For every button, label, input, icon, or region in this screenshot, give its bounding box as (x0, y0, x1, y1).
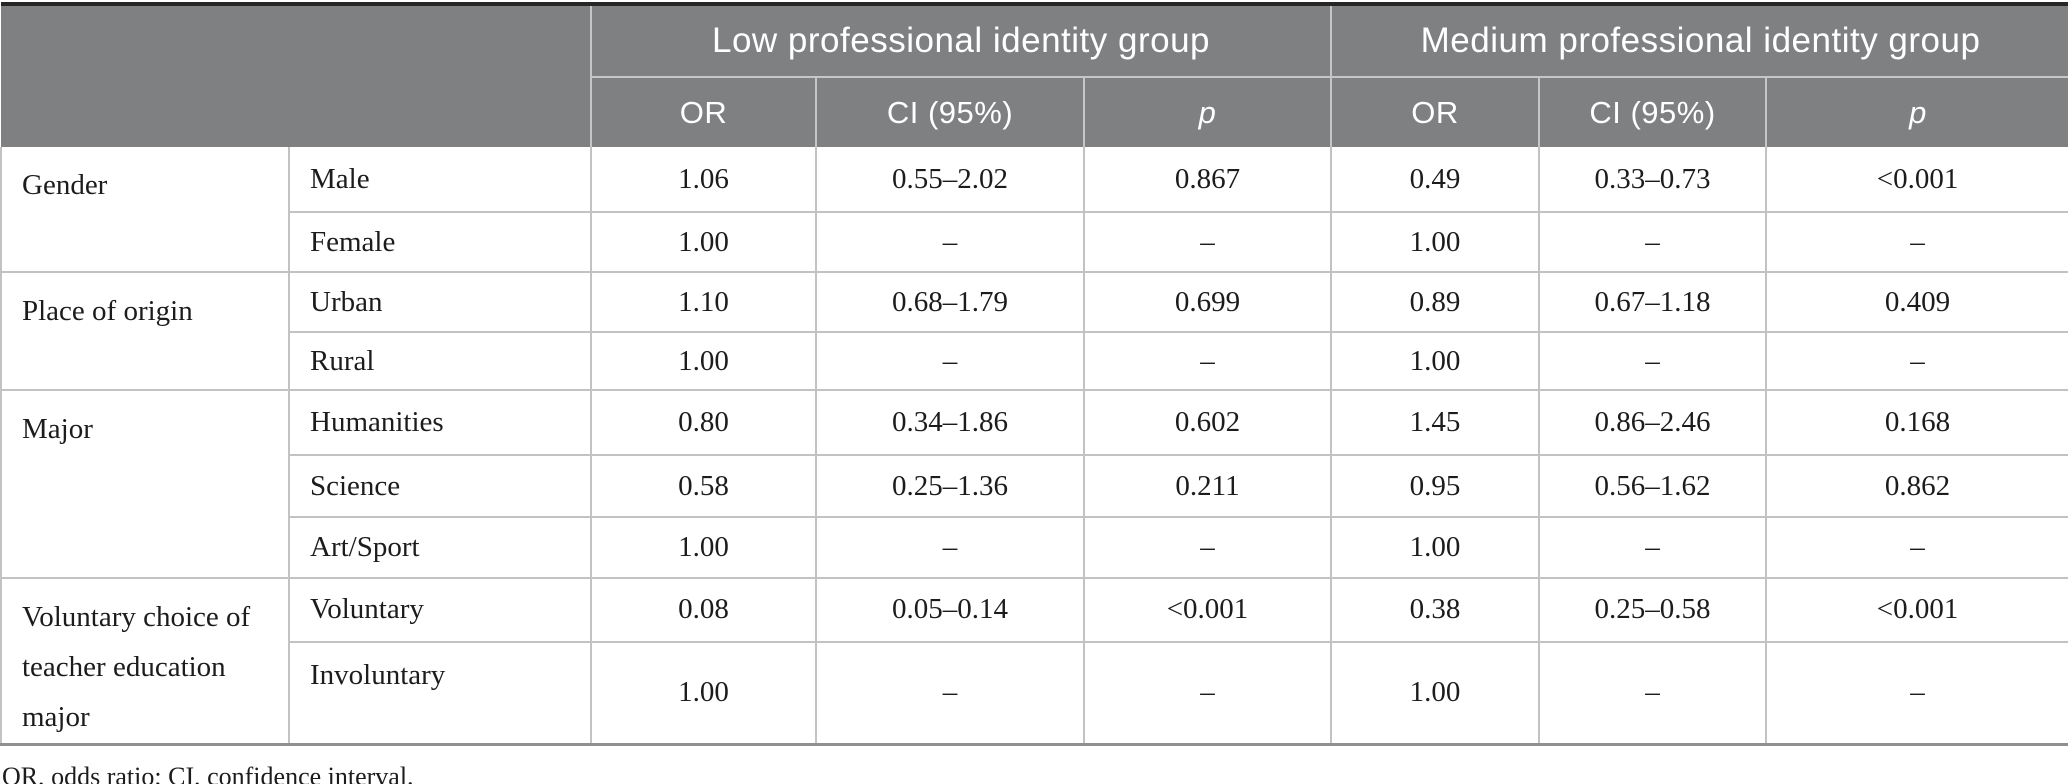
table-row-art-sport: Art/Sport 1.00 – – 1.00 – – (1, 517, 2068, 579)
regression-results-table: Low professional identity group Medium p… (0, 2, 2068, 746)
p-cell: – (1765, 641, 2068, 746)
category-cell-place-of-origin: Place of origin (0, 272, 289, 391)
or-cell: 1.00 (590, 212, 816, 273)
ci-cell: – (815, 332, 1084, 391)
p-cell: – (1082, 641, 1332, 746)
group-header-row: Low professional identity group Medium p… (1, 4, 2068, 147)
ci-header-low: CI (95%) (815, 76, 1084, 147)
p-cell: <0.001 (1765, 578, 2068, 643)
or-cell: 0.49 (1330, 147, 1540, 213)
or-cell: 0.58 (590, 455, 816, 518)
level-cell: Science (288, 455, 591, 518)
or-header-low: OR (590, 76, 816, 147)
p-cell: <0.001 (1765, 147, 2068, 213)
p-cell: 0.699 (1082, 272, 1332, 333)
or-cell: 1.45 (1330, 390, 1540, 456)
level-cell: Female (288, 212, 591, 273)
or-cell: 1.10 (590, 272, 816, 333)
p-header-medium: p (1765, 76, 2068, 147)
p-cell: 0.168 (1765, 390, 2068, 456)
or-cell: 1.06 (590, 147, 816, 213)
p-cell: 0.211 (1082, 455, 1332, 518)
ci-cell: – (815, 212, 1084, 273)
or-cell: 1.00 (590, 641, 816, 746)
table-row-humanities: Major Humanities 0.80 0.34–1.86 0.602 1.… (0, 390, 2068, 579)
category-cell-gender: Gender (0, 147, 289, 273)
ci-cell: 0.56–1.62 (1538, 455, 1767, 518)
table-row-science: Science 0.58 0.25–1.36 0.211 0.95 0.56–1… (1, 455, 2068, 518)
ci-cell: 0.25–1.36 (815, 455, 1084, 518)
level-cell: Involuntary (288, 641, 591, 746)
or-cell: 1.00 (1330, 517, 1540, 579)
or-cell: 0.38 (1330, 578, 1540, 643)
group-header-low: Low professional identity group (589, 4, 1332, 77)
ci-cell: 0.33–0.73 (1538, 147, 1767, 213)
or-header-medium: OR (1330, 76, 1540, 147)
ci-cell: 0.25–0.58 (1538, 578, 1767, 643)
ci-cell: 0.86–2.46 (1538, 390, 1767, 456)
p-cell: 0.602 (1082, 390, 1332, 456)
category-cell-major: Major (0, 390, 289, 579)
table-row-female: Female 1.00 – – 1.00 – – (1, 212, 2068, 273)
p-cell: – (1082, 517, 1332, 579)
p-cell: 0.409 (1765, 272, 2068, 333)
p-cell: <0.001 (1082, 578, 1332, 643)
p-cell: – (1765, 517, 2068, 579)
ci-cell: – (1538, 332, 1767, 391)
table-row-voluntary: Voluntary choice of teacher education ma… (0, 578, 2068, 746)
p-header-low: p (1082, 76, 1332, 147)
table-footnote: OR, odds ratio; CI, confidence interval. (2, 761, 414, 784)
ci-cell: – (1538, 517, 1767, 579)
ci-cell: – (815, 641, 1084, 746)
table-row-male: Gender Male 1.06 0.55–2.02 0.867 0.49 0.… (0, 147, 2068, 273)
ci-cell: – (1538, 212, 1767, 273)
empty-corner-cell (1, 4, 591, 147)
or-cell: 1.00 (1330, 332, 1540, 391)
p-cell: – (1082, 212, 1332, 273)
or-cell: 0.80 (590, 390, 816, 456)
ci-header-medium: CI (95%) (1538, 76, 1767, 147)
p-cell: 0.862 (1765, 455, 2068, 518)
ci-cell: 0.68–1.79 (815, 272, 1084, 333)
ci-cell: 0.55–2.02 (815, 147, 1084, 213)
ci-cell: – (1538, 641, 1767, 746)
p-cell: – (1082, 332, 1332, 391)
table-row-involuntary: Involuntary 1.00 – – 1.00 – – (1, 641, 2068, 746)
ci-cell: 0.34–1.86 (815, 390, 1084, 456)
ci-cell: – (815, 517, 1084, 579)
table-row-rural: Rural 1.00 – – 1.00 – – (1, 332, 2068, 391)
level-cell: Urban (288, 272, 591, 333)
level-cell: Rural (288, 332, 591, 391)
p-cell: 0.867 (1082, 147, 1332, 213)
level-cell: Humanities (288, 390, 591, 456)
p-cell: – (1765, 212, 2068, 273)
or-cell: 0.95 (1330, 455, 1540, 518)
level-cell: Art/Sport (288, 517, 591, 579)
p-cell: – (1765, 332, 2068, 391)
level-cell: Voluntary (288, 578, 591, 643)
or-cell: 0.89 (1330, 272, 1540, 333)
or-cell: 1.00 (1330, 641, 1540, 746)
group-header-medium: Medium professional identity group (1330, 4, 2068, 77)
or-cell: 1.00 (590, 332, 816, 391)
level-cell: Male (288, 147, 591, 213)
or-cell: 1.00 (1330, 212, 1540, 273)
category-cell-voluntary-choice: Voluntary choice of teacher education ma… (0, 578, 289, 746)
sub-header-row: OR CI (95%) p OR CI (95%) p (1, 76, 2068, 147)
ci-cell: 0.05–0.14 (815, 578, 1084, 643)
or-cell: 0.08 (590, 578, 816, 643)
or-cell: 1.00 (590, 517, 816, 579)
ci-cell: 0.67–1.18 (1538, 272, 1767, 333)
table-row-urban: Place of origin Urban 1.10 0.68–1.79 0.6… (0, 272, 2068, 391)
